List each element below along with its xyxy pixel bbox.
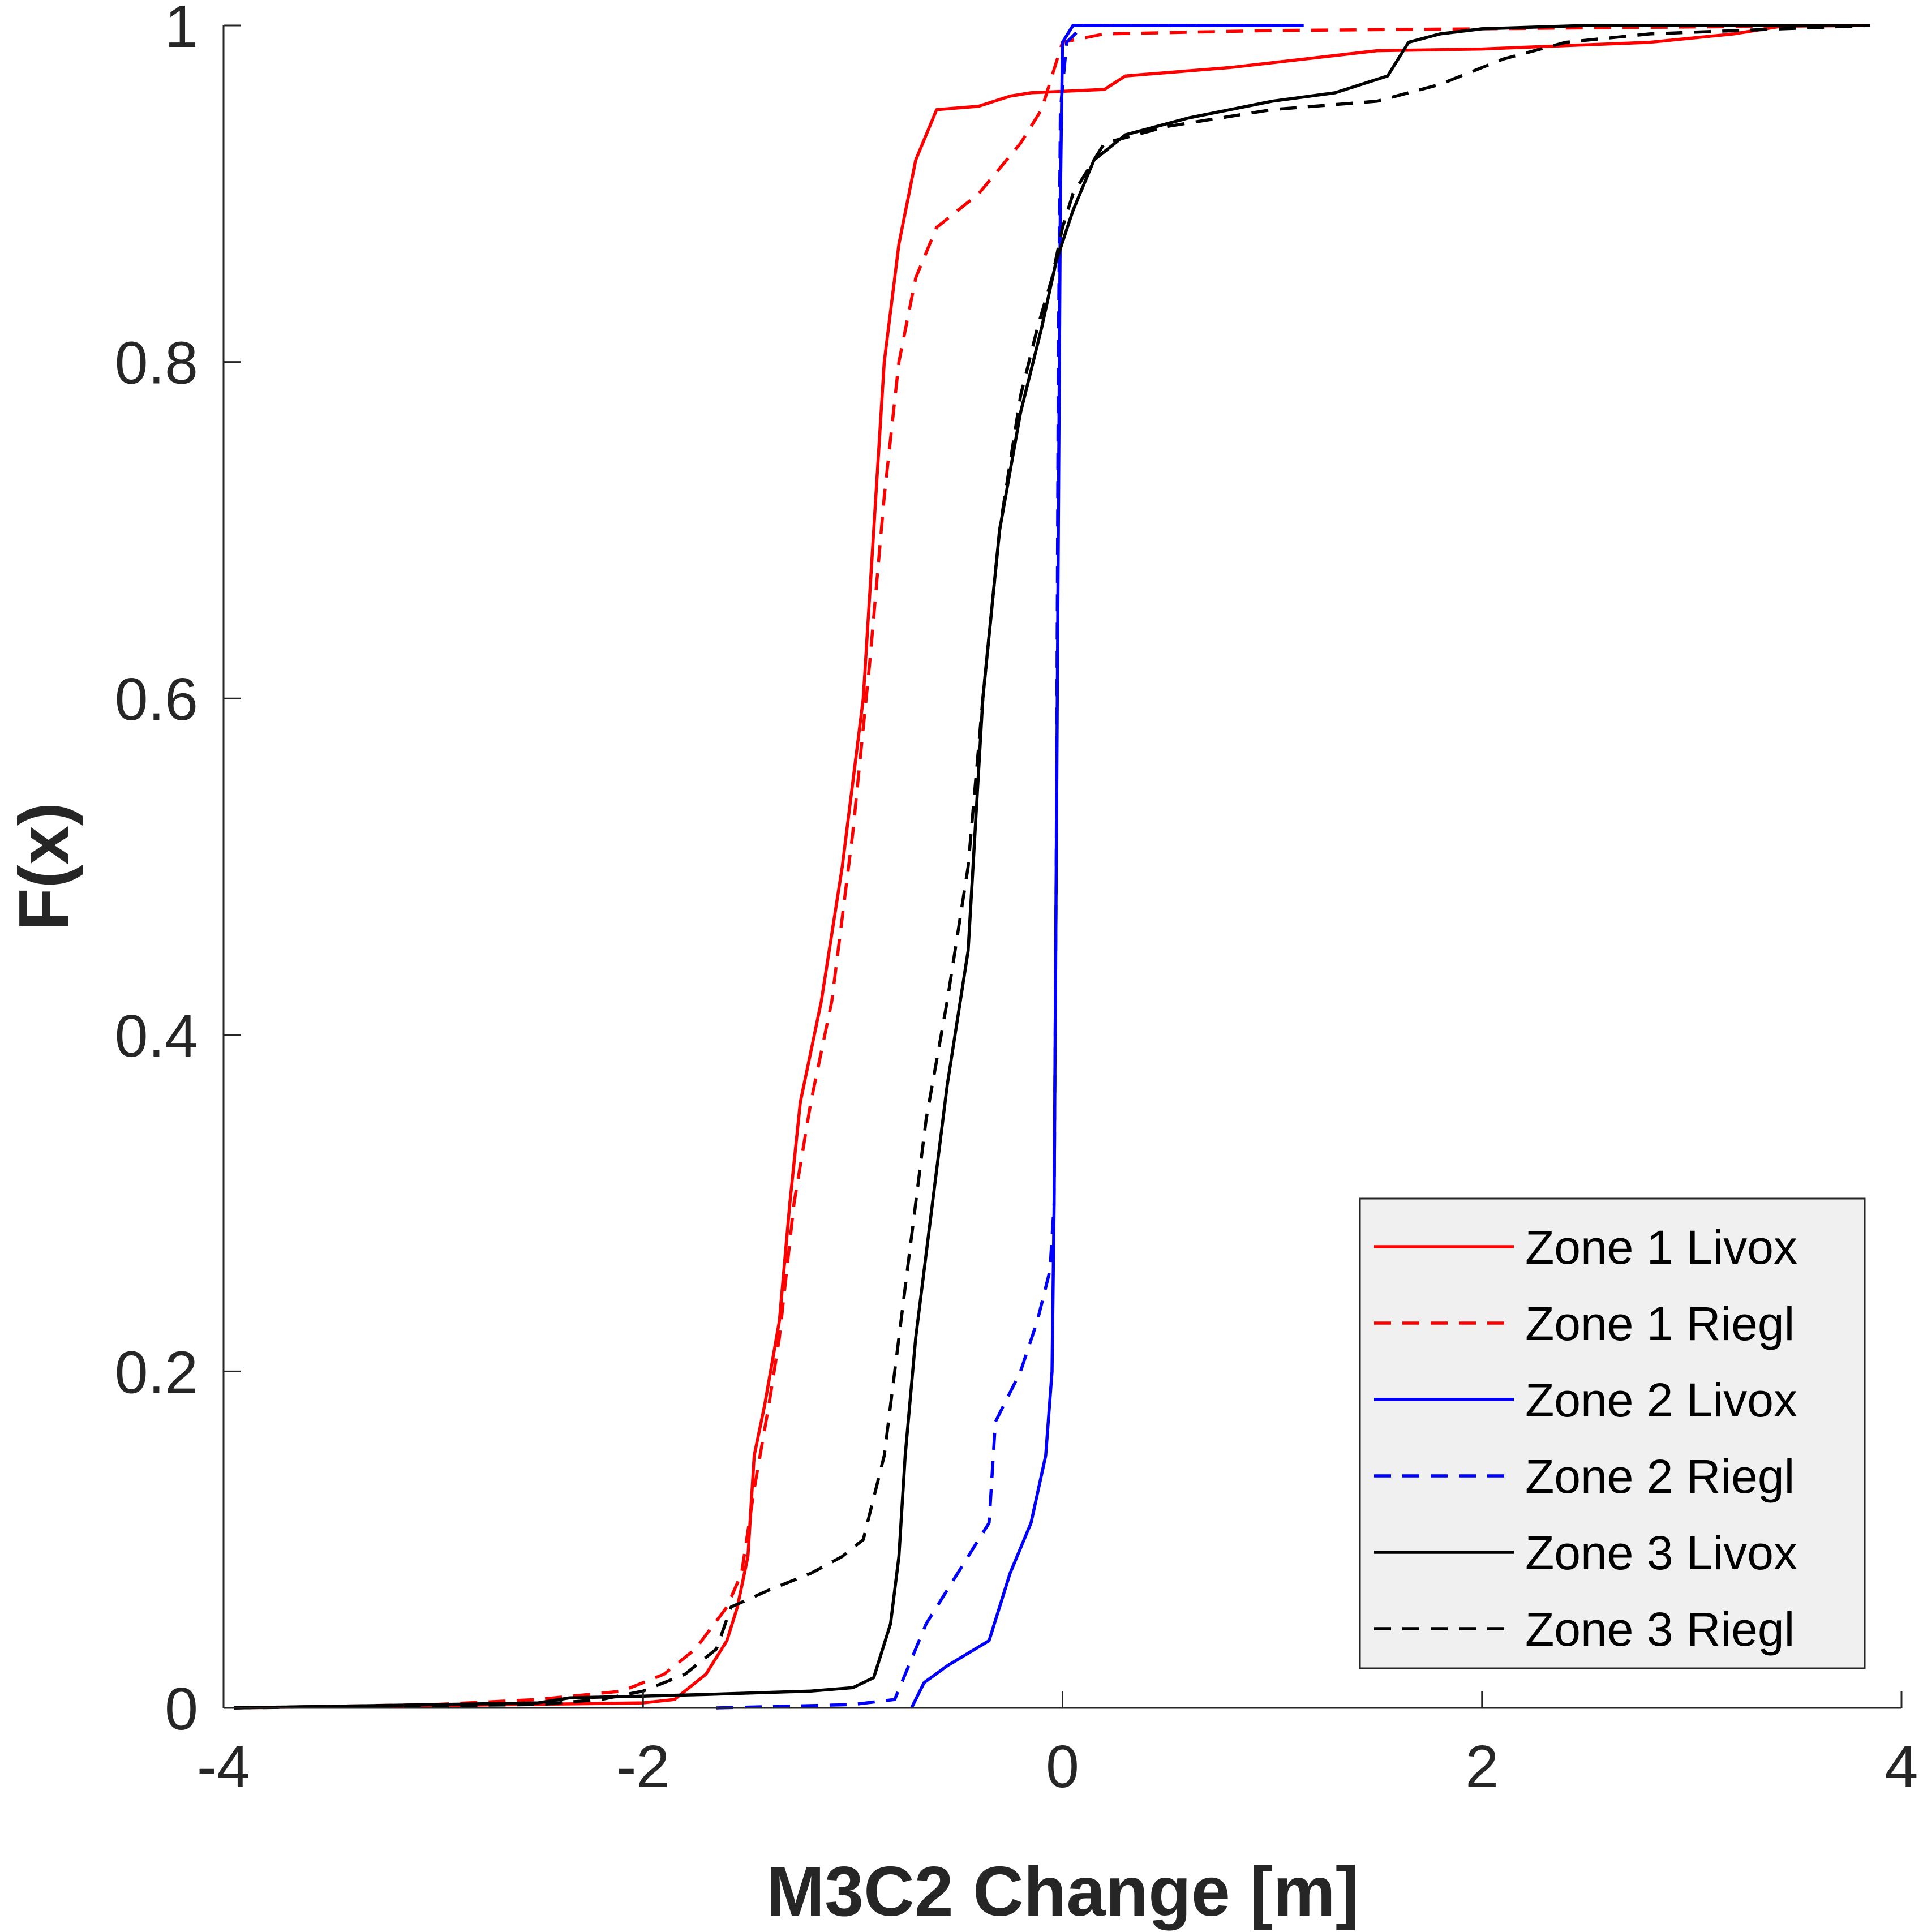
y-tick-label: 0 bbox=[165, 1676, 198, 1742]
legend-label-1: Zone 1 Livox bbox=[1525, 1221, 1797, 1274]
x-tick-label: 4 bbox=[1885, 1733, 1918, 1800]
legend-label-6: Zone 3 Riegl bbox=[1525, 1603, 1795, 1656]
y-tick-label: 0.8 bbox=[115, 330, 198, 397]
y-tick-label: 0.6 bbox=[115, 666, 198, 733]
y-tick-label: 0.4 bbox=[115, 1003, 198, 1070]
series-line-2 bbox=[234, 24, 1870, 1710]
legend-box bbox=[1359, 1197, 1866, 1669]
series-line-6 bbox=[234, 24, 1870, 1710]
legend-label-3: Zone 2 Livox bbox=[1525, 1373, 1797, 1427]
y-axis-label: F(x) bbox=[5, 802, 83, 931]
series-line-4 bbox=[716, 24, 1304, 1710]
y-tick-label: 1 bbox=[165, 0, 198, 60]
legend-label-4: Zone 2 Riegl bbox=[1525, 1450, 1795, 1503]
y-tick-label: 0.2 bbox=[115, 1339, 198, 1406]
x-tick-label: -4 bbox=[197, 1733, 250, 1800]
series-layer bbox=[234, 24, 1870, 1710]
x-axis-label: M3C2 Change [m] bbox=[766, 1853, 1359, 1931]
x-tick-label: 2 bbox=[1465, 1733, 1499, 1800]
x-tick-label: 0 bbox=[1046, 1733, 1079, 1800]
legend-label-2: Zone 1 Riegl bbox=[1525, 1297, 1795, 1350]
legend: Zone 1 Livox Zone 1 Riegl Zone 2 Livox Zone… bbox=[1359, 1197, 1866, 1669]
series-line-1 bbox=[234, 24, 1870, 1710]
legend-label-5: Zone 3 Livox bbox=[1525, 1526, 1797, 1579]
axes: -4 -2 0 2 4 0 0.2 0.4 0.6 0.8 1 bbox=[115, 0, 1918, 1800]
x-tick-label: -2 bbox=[616, 1733, 669, 1800]
